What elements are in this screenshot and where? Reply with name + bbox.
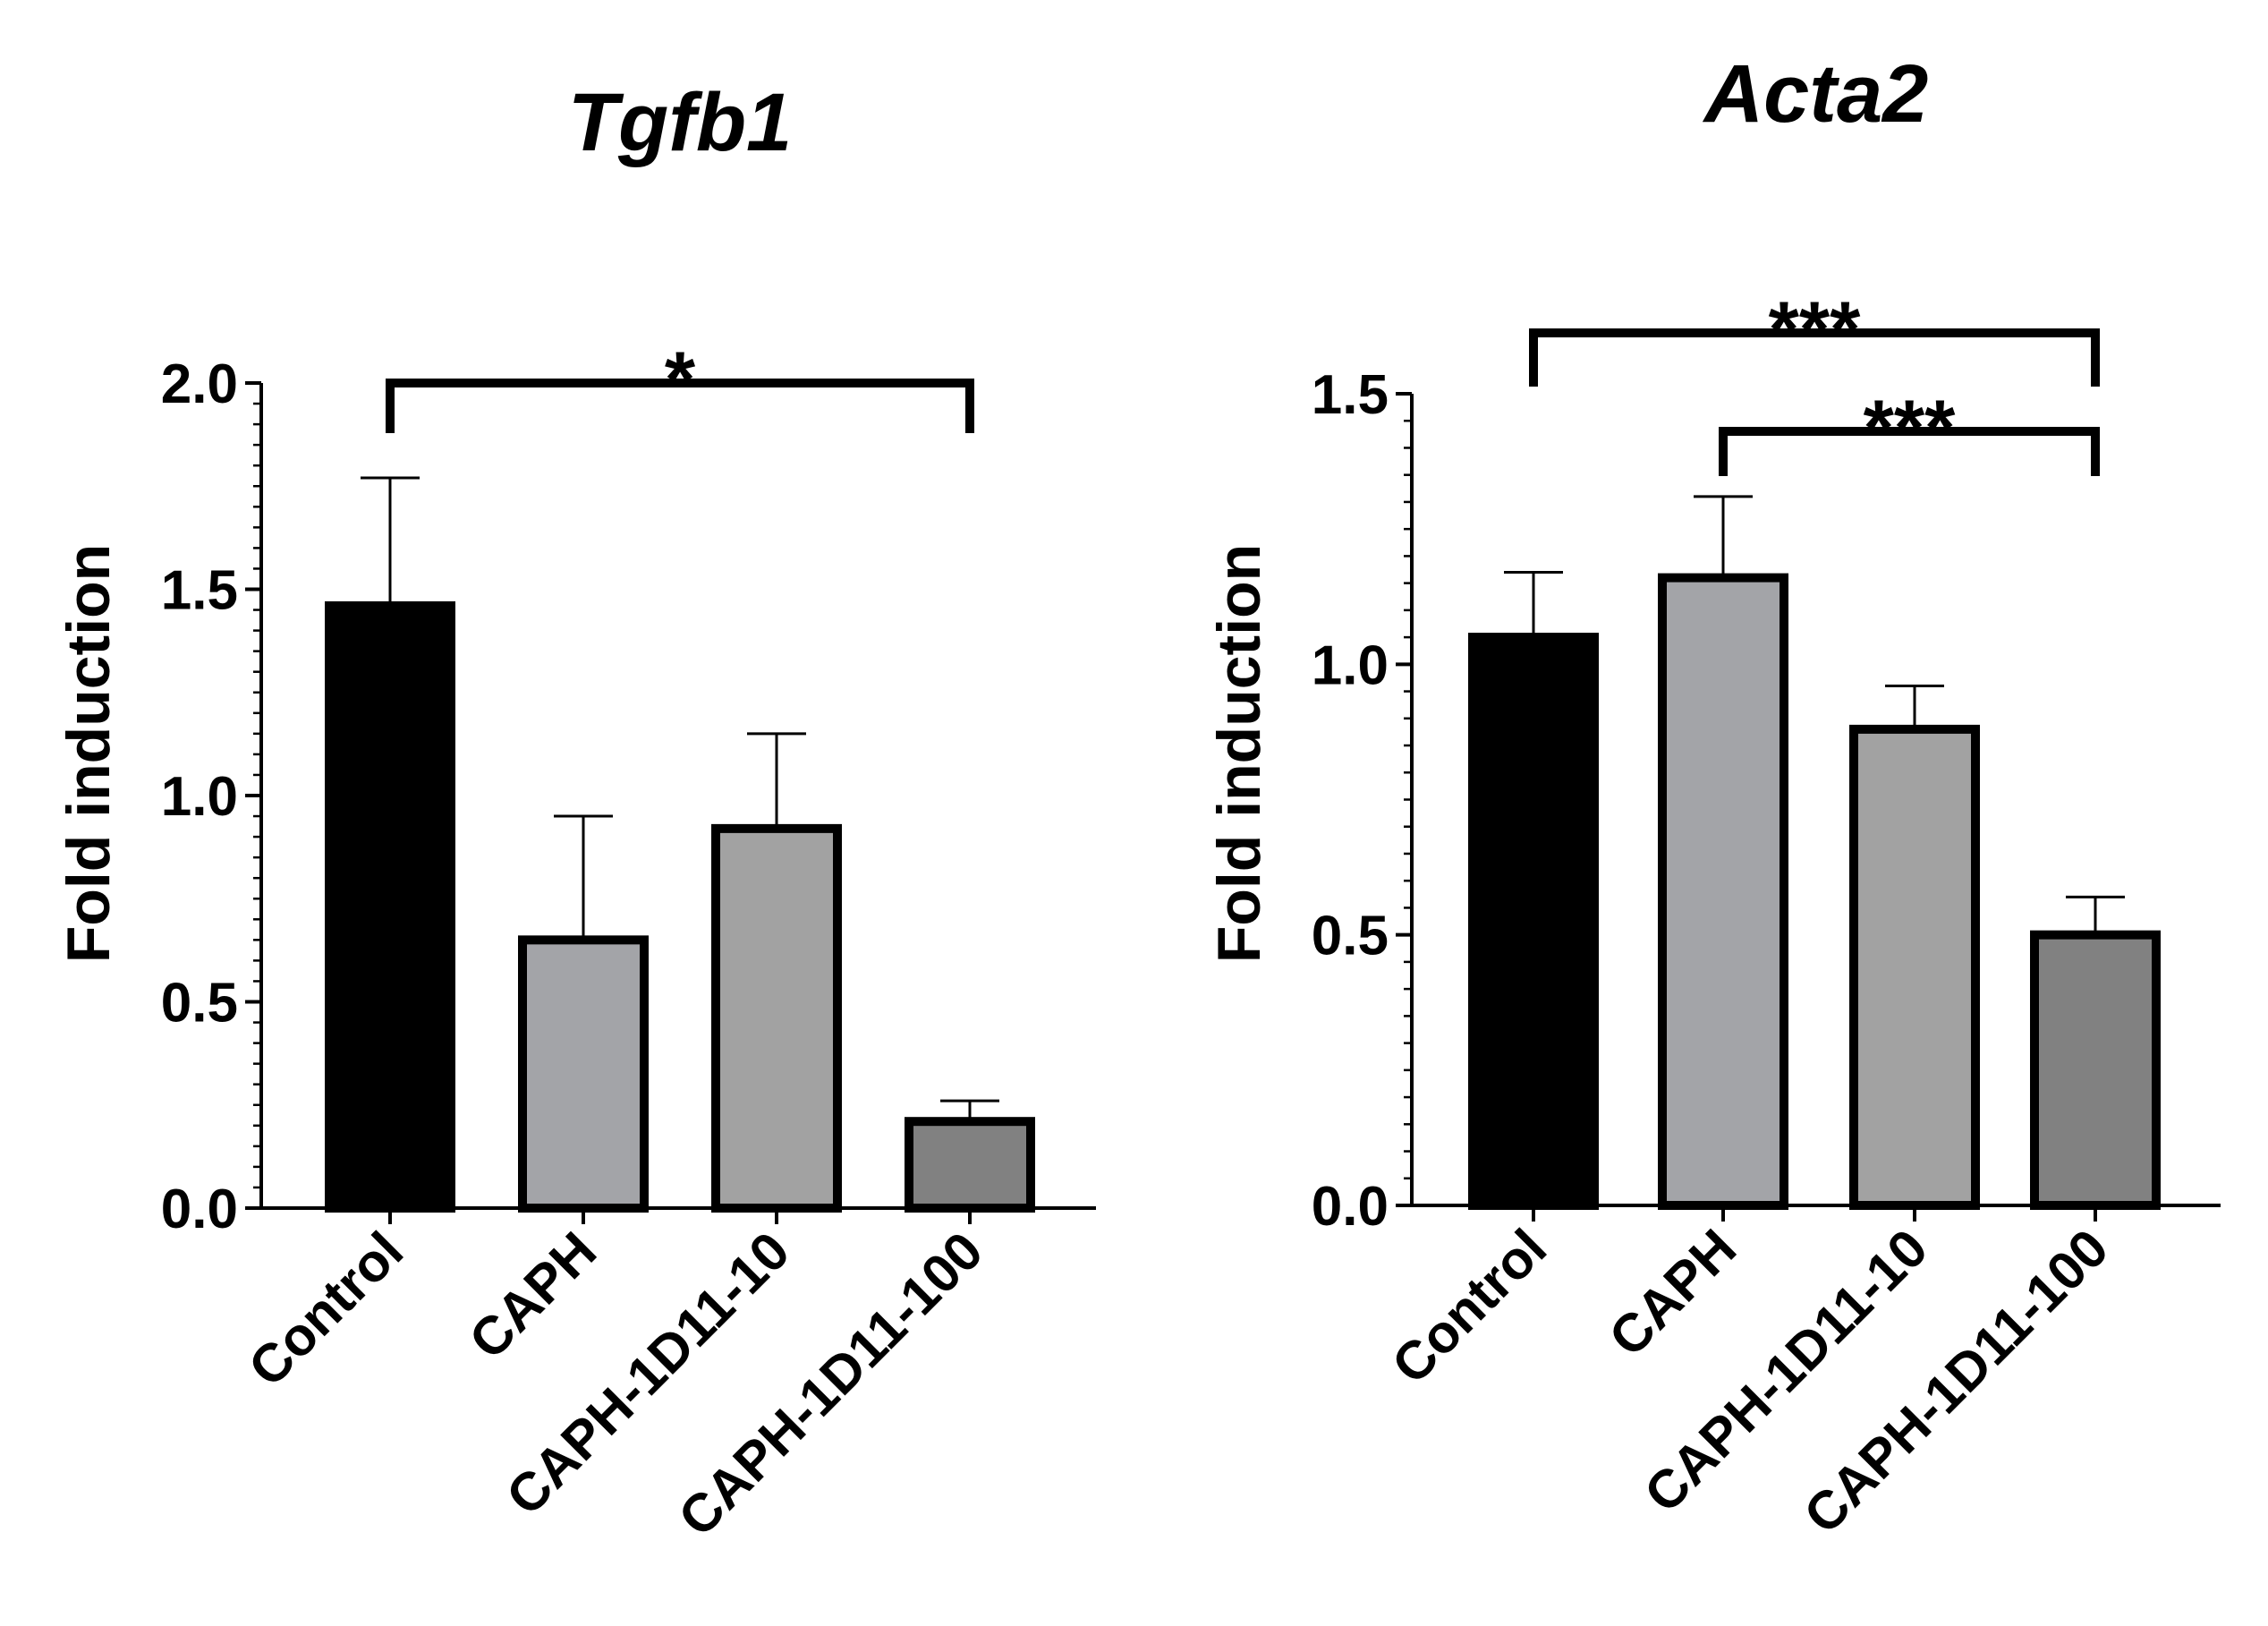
x-tick-label: Control (1380, 1218, 1558, 1395)
y-tick-label: 0.5 (161, 973, 238, 1034)
chart-tgfb1: Tgfb1 Fold induction 0.0 0.5 1.0 1.5 2.0 Cont… (55, 77, 1096, 1548)
bar-4 (905, 1117, 1035, 1213)
bar-4 (2030, 930, 2161, 1210)
x-tick-label: CAPH (458, 1221, 608, 1371)
chart-acta2: Acta2 Fold induction 0.0 0.5 1.0 1.5 Control… (1205, 48, 2221, 1545)
chart-title: Tgfb1 (568, 77, 792, 168)
x-tick-label: CAPH-1D11-100 (1792, 1218, 2119, 1545)
bar-3 (711, 823, 842, 1213)
x-tick-label: CAPH (1598, 1218, 1748, 1368)
y-tick-label: 1.5 (1312, 364, 1389, 426)
y-tick-label: 0.0 (161, 1179, 238, 1240)
bar-2 (1658, 573, 1788, 1210)
significance-label: * (665, 335, 696, 423)
y-tick-label: 1.0 (161, 766, 238, 828)
bar-3 (1849, 724, 1980, 1210)
x-tick-label: Control (237, 1221, 414, 1398)
y-tick-label: 1.0 (1312, 634, 1389, 696)
significance-bracket (1529, 328, 2100, 387)
y-tick-label: 0.5 (1312, 906, 1389, 967)
chart-title: Acta2 (1703, 48, 1929, 140)
significance-bracket (386, 379, 974, 433)
significance-bracket (1719, 427, 2100, 476)
bar-1 (1468, 633, 1599, 1210)
y-tick-label: 2.0 (161, 353, 238, 415)
significance-label: *** (1769, 285, 1861, 373)
bar-2 (518, 935, 649, 1213)
y-tick-label: 0.0 (1312, 1176, 1389, 1238)
y-axis-label: Fold induction (55, 544, 123, 963)
y-tick-label: 1.5 (161, 560, 238, 622)
bar-1 (325, 600, 455, 1213)
significance-label: *** (1864, 383, 1956, 472)
y-axis-label: Fold induction (1205, 544, 1273, 963)
